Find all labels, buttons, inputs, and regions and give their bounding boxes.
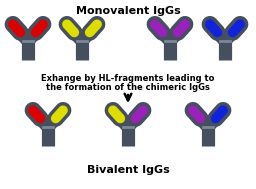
Text: Exhange by HL-fragments leading to: Exhange by HL-fragments leading to (41, 74, 215, 83)
Text: the formation of the chimeric IgGs: the formation of the chimeric IgGs (46, 83, 210, 92)
Text: Bivalent IgGs: Bivalent IgGs (87, 165, 169, 175)
Text: Monovalent IgGs: Monovalent IgGs (76, 6, 180, 16)
